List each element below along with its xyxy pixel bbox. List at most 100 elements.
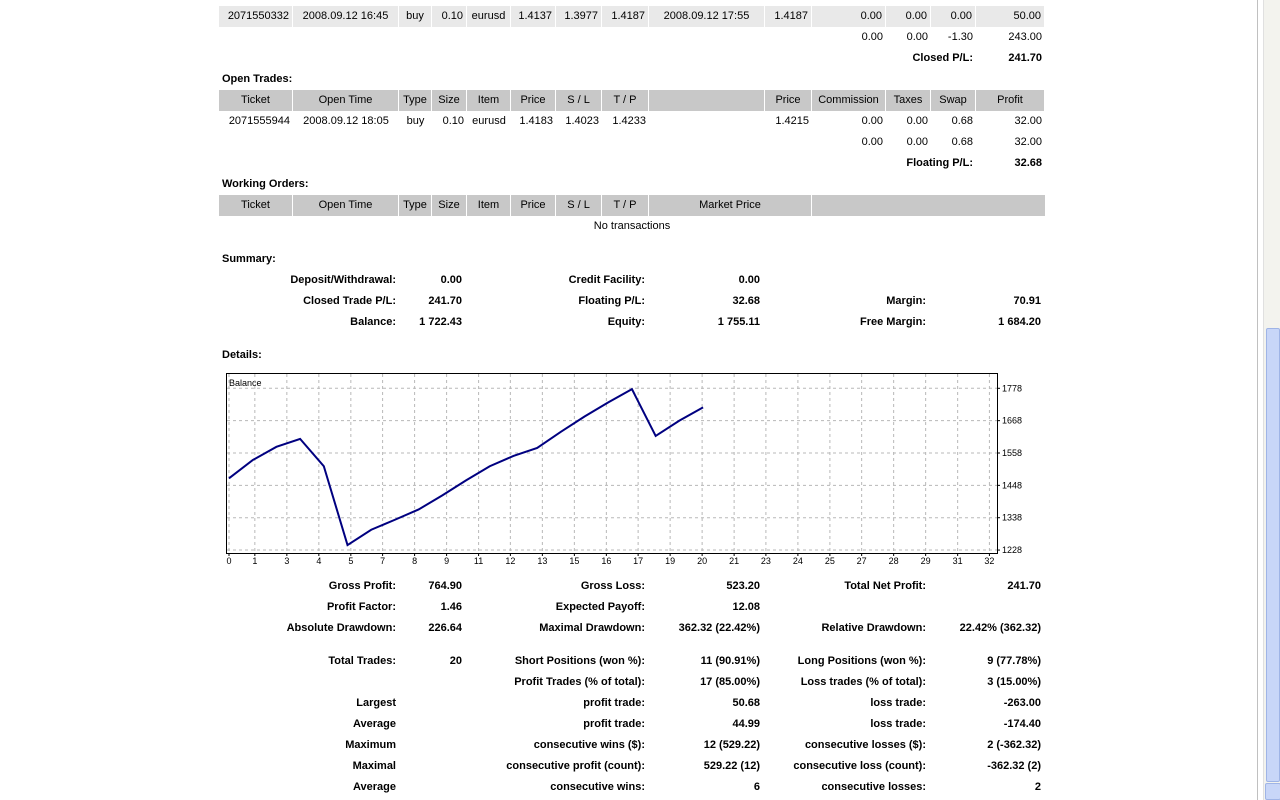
stat-value: -263.00	[1003, 697, 1041, 709]
stat-value: -362.32 (2)	[987, 760, 1041, 772]
x-tick-label: 13	[537, 556, 547, 566]
stat-label: Loss trades (% of total):	[800, 676, 926, 688]
closed-total-cell: 0.00	[906, 31, 928, 43]
stat-value: 17 (85.00%)	[700, 676, 760, 688]
open-trade-cell: 1.4233	[612, 115, 646, 127]
closed-trade-cell: 50.00	[976, 6, 1045, 27]
closed-trade-cell: 0.00	[812, 6, 886, 27]
stat-label: profit trade:	[583, 718, 645, 730]
open-trade-cell: buy	[406, 115, 425, 127]
stat-value: 3 (15.00%)	[987, 676, 1041, 688]
table-header: Type	[399, 90, 432, 111]
stat-label: consecutive wins:	[550, 781, 645, 793]
closed-total-cell: 0.00	[861, 31, 883, 43]
open-trade-cell: 1.4183	[519, 115, 553, 127]
open-trade-cell: 2071555944	[228, 115, 290, 127]
stat-label: consecutive losses ($):	[804, 739, 926, 751]
y-tick-label: 1558	[1002, 448, 1022, 458]
closed-pl-label: Closed P/L:	[912, 52, 973, 64]
table-header: Item	[467, 90, 511, 111]
table-header: Size	[432, 195, 467, 216]
x-tick-label: 20	[697, 556, 707, 566]
table-header: Item	[467, 195, 511, 216]
stat-label: Gross Loss:	[580, 580, 645, 592]
x-tick-label: 7	[380, 556, 385, 566]
stat-value: 12.08	[732, 601, 760, 613]
closed-trade-cell: buy	[399, 6, 432, 27]
x-tick-label: 4	[316, 556, 321, 566]
no-transactions: No transactions	[593, 220, 671, 232]
stat-value: 50.68	[732, 697, 760, 709]
stat-label: Average	[352, 718, 396, 730]
x-tick-label: 28	[889, 556, 899, 566]
table-header: Open Time	[293, 90, 399, 111]
stat-value: 523.20	[726, 580, 760, 592]
x-tick-label: 5	[348, 556, 353, 566]
open-trade-cell: 32.00	[1014, 115, 1042, 127]
stat-label: Profit Factor:	[326, 601, 396, 613]
summary-label: Balance:	[350, 316, 396, 328]
table-header: Price	[511, 195, 556, 216]
x-tick-label: 32	[984, 556, 994, 566]
stat-label: Average	[352, 781, 396, 793]
summary-label: Deposit/Withdrawal:	[290, 274, 396, 286]
summary-value: 241.70	[428, 295, 462, 307]
x-tick-label: 1	[252, 556, 257, 566]
x-tick-label: 3	[284, 556, 289, 566]
table-header: S / L	[556, 195, 602, 216]
closed-trade-cell: eurusd	[467, 6, 511, 27]
closed-trade-cell: 0.10	[432, 6, 467, 27]
closed-trade-cell: 1.4187	[765, 6, 812, 27]
closed-pl-value: 241.70	[1008, 52, 1042, 64]
open-trade-cell: 0.68	[951, 115, 973, 127]
open-trade-cell: 2008.09.12 18:05	[303, 115, 389, 127]
closed-trade-cell: 1.4187	[602, 6, 649, 27]
chart-label: Balance	[229, 378, 262, 388]
stat-label: Gross Profit:	[328, 580, 396, 592]
x-tick-label: 12	[505, 556, 515, 566]
stat-value: 362.32 (22.42%)	[678, 622, 760, 634]
stat-label: Maximum	[345, 739, 396, 751]
closed-trade-cell: 2008.09.12 17:55	[649, 6, 765, 27]
balance-line	[228, 387, 704, 547]
x-tick-label: 29	[921, 556, 931, 566]
open-trade-cell: 1.4023	[565, 115, 599, 127]
y-tick-label: 1448	[1002, 480, 1022, 490]
summary-label: Credit Facility:	[568, 274, 645, 286]
stat-label: Total Net Profit:	[844, 580, 926, 592]
table-header: Type	[399, 195, 432, 216]
header-blank	[649, 90, 765, 111]
closed-trade-cell: 0.00	[931, 6, 976, 27]
summary-value: 70.91	[1013, 295, 1041, 307]
section-title: Working Orders:	[222, 178, 309, 190]
section-title: Open Trades:	[222, 73, 293, 85]
open-trade-cell: 0.10	[442, 115, 464, 127]
y-tick-label: 1228	[1002, 545, 1022, 555]
stat-value: 6	[753, 781, 760, 793]
open-total-cell: 0.00	[906, 136, 928, 148]
stat-label: Relative Drawdown:	[821, 622, 926, 634]
x-tick-label: 19	[665, 556, 675, 566]
stat-label: Largest	[356, 697, 396, 709]
table-header: Profit	[976, 90, 1045, 111]
summary-label: Free Margin:	[859, 316, 926, 328]
x-tick-label: 21	[729, 556, 739, 566]
table-header: Swap	[931, 90, 976, 111]
open-total-cell: 0.00	[861, 136, 883, 148]
summary-label: Equity:	[607, 316, 645, 328]
x-tick-label: 11	[474, 556, 483, 566]
table-header: T / P	[602, 90, 649, 111]
open-trade-cell: 1.4215	[775, 115, 809, 127]
stat-value: 764.90	[428, 580, 462, 592]
summary-value: 1 755.11	[717, 316, 760, 328]
summary-value: 1 722.43	[419, 316, 462, 328]
summary-value: 1 684.20	[998, 316, 1041, 328]
open-trade-cell: 0.00	[861, 115, 883, 127]
table-header: Market Price	[649, 195, 812, 216]
stat-value: 9 (77.78%)	[987, 655, 1041, 667]
table-header: Commission	[812, 90, 886, 111]
x-tick-label: 31	[953, 556, 963, 566]
x-tick-label: 17	[633, 556, 643, 566]
table-header: Price	[765, 90, 812, 111]
